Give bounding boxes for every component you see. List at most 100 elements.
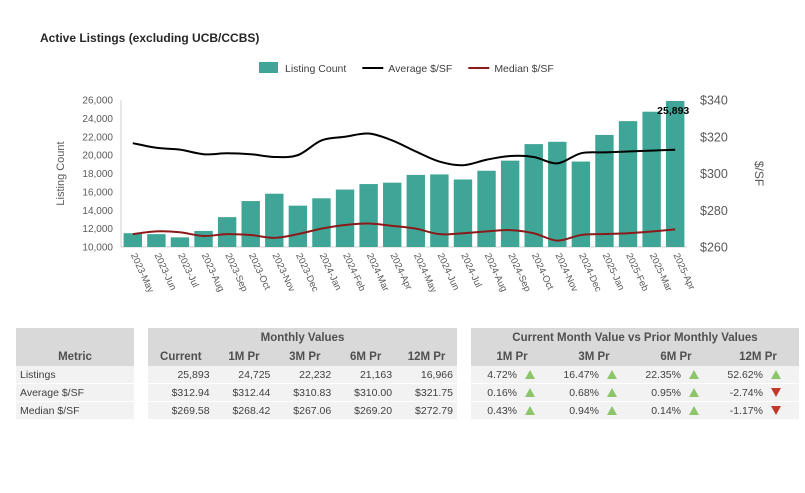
right-tick-label: $280: [700, 204, 728, 218]
direction-cell: [603, 366, 635, 384]
arrow-up-icon: [689, 406, 699, 416]
value-cell: 16,966: [396, 366, 457, 384]
legend-label: Median $/SF: [494, 63, 554, 75]
right-tick-label: $320: [700, 130, 728, 144]
bar-listing-count: [123, 233, 142, 247]
line-average-psf: [132, 132, 676, 167]
x-tick-label: 2024-Oct: [529, 252, 556, 292]
value-cell: $267.06: [274, 402, 336, 420]
bar-listing-count: [595, 134, 614, 247]
bar-listing-count: [453, 179, 473, 247]
gap-cell: [457, 366, 471, 384]
col-1m: 1M Pr: [213, 348, 275, 366]
cmp-col-12m: 12M Pr: [717, 348, 799, 366]
gap-cell: [457, 402, 471, 420]
bar-listing-count: [312, 198, 331, 247]
left-tick-label: 22,000: [82, 132, 113, 143]
direction-cell: [767, 366, 799, 384]
value-cell: $312.44: [213, 384, 275, 402]
x-tick-label: 2025-Feb: [623, 252, 650, 294]
bar-listing-count: [430, 174, 449, 247]
left-tick-label: 24,000: [82, 114, 113, 125]
bar-listing-count: [147, 234, 166, 247]
arrow-up-icon: [689, 388, 699, 398]
bar-listing-count: [666, 100, 685, 247]
arrow-down-icon: [771, 406, 781, 416]
arrow-up-icon: [607, 370, 617, 380]
left-tick-label: 26,000: [82, 96, 113, 107]
x-tick-label: 2024-Jul: [458, 252, 483, 290]
legend-label: Average $/SF: [388, 63, 452, 75]
left-tick-label: 18,000: [82, 169, 113, 180]
bar-listing-count: [241, 201, 260, 247]
arrow-up-icon: [525, 370, 535, 380]
col-metric: Metric: [16, 348, 134, 366]
direction-cell: [685, 384, 717, 402]
bar-listing-count: [288, 205, 308, 247]
arrow-up-icon: [771, 370, 781, 380]
arrow-up-icon: [525, 406, 535, 416]
x-tick-label: 2025-Apr: [670, 252, 696, 292]
chart-title: Active Listings (excluding UCB/CCBS): [40, 31, 260, 45]
value-cell: 25,893: [148, 366, 214, 384]
change-cell: 52.62%: [717, 366, 767, 384]
change-cell: 0.94%: [553, 402, 603, 420]
bar-listing-count: [618, 121, 638, 247]
bar-listing-count: [477, 170, 496, 247]
x-tick-label: 2024-May: [411, 252, 439, 295]
x-tick-label: 2023-Aug: [199, 252, 226, 294]
direction-cell: [685, 366, 717, 384]
metric-group-spacer: [16, 328, 134, 348]
value-cell: $321.75: [396, 384, 457, 402]
bar-listing-count: [383, 182, 402, 247]
legend-swatch-listing-count: [259, 62, 278, 73]
x-tick-label: 2024-Jan: [317, 252, 344, 293]
x-tick-label: 2024-Mar: [364, 252, 391, 294]
cmp-col-6m: 6M Pr: [635, 348, 717, 366]
table-row: Average $/SF $312.94 $312.44 $310.83 $310.00…: [16, 384, 799, 402]
change-cell: 22.35%: [635, 366, 685, 384]
metric-cell: Average $/SF: [16, 384, 134, 402]
bars: [123, 100, 685, 247]
col-6m: 6M Pr: [335, 348, 397, 366]
labels: 25,893: [657, 105, 689, 117]
value-cell: $310.00: [335, 384, 397, 402]
value-cell: $268.42: [213, 402, 275, 420]
col-3m: 3M Pr: [274, 348, 336, 366]
change-cell: 0.43%: [471, 402, 521, 420]
gap-cell: [134, 384, 148, 402]
table-row: Median $/SF $269.58 $268.42 $267.06 $269.20 $…: [16, 402, 799, 420]
change-cell: 0.68%: [553, 384, 603, 402]
lines: [132, 132, 676, 242]
direction-cell: [521, 366, 553, 384]
bar-listing-count: [265, 193, 284, 247]
table-row: Listings 25,893 24,725 22,232 21,163 16,966 4.…: [16, 366, 799, 384]
bar-listing-count: [571, 161, 591, 247]
value-cell: 22,232: [274, 366, 336, 384]
comparison-header: Current Month Value vs Prior Monthly Val…: [471, 328, 799, 348]
right-tick-label: $300: [700, 167, 728, 181]
x-tick-label: 2024-Jun: [435, 252, 462, 293]
x-tick-label: 2023-May: [128, 252, 156, 295]
bar-listing-count: [194, 230, 213, 247]
monthly-values-header: Monthly Values: [148, 328, 457, 348]
value-cell: $312.94: [148, 384, 214, 402]
x-tick-label: 2024-Nov: [553, 252, 580, 294]
x-tick-label: 2023-Jul: [175, 252, 200, 290]
col-12m: 12M Pr: [396, 348, 457, 366]
change-cell: 0.95%: [635, 384, 685, 402]
value-cell: $272.79: [396, 402, 457, 420]
line-median-psf: [132, 222, 676, 242]
arrow-up-icon: [525, 388, 535, 398]
change-cell: 0.16%: [471, 384, 521, 402]
arrow-down-icon: [771, 388, 781, 398]
last-bar-label: 25,893: [657, 105, 689, 117]
value-cell: $269.20: [335, 402, 397, 420]
bar-listing-count: [524, 144, 543, 247]
gap-cell: [134, 402, 148, 420]
value-cell: 24,725: [213, 366, 275, 384]
x-tick-label: 2023-Oct: [246, 252, 273, 292]
right-tick-label: $340: [700, 94, 728, 108]
x-tick-label: 2025-Mar: [647, 252, 674, 294]
right-axis-title: $/SF: [752, 161, 766, 186]
